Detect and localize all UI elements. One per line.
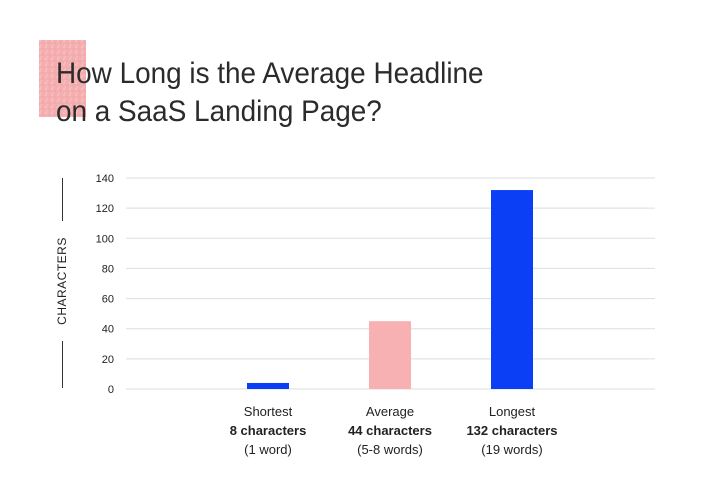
y-tick-label: 80 <box>102 263 114 275</box>
category-value-text: 44 characters <box>348 423 432 438</box>
category-name: Longest <box>488 404 536 419</box>
y-axis-label-line-top <box>62 178 63 242</box>
y-tick-label: 120 <box>96 203 114 215</box>
bar-shortest <box>247 382 289 389</box>
category-label-shortest: Shortest 8 characters (1 word) <box>198 402 338 459</box>
y-axis-label-line-bottom <box>62 328 63 388</box>
y-tick-label: 140 <box>96 173 114 185</box>
y-tick-label: 0 <box>108 384 114 396</box>
decorative-accent-block <box>39 40 86 117</box>
y-tick-label: 100 <box>96 233 114 245</box>
category-label-average: Average 44 characters (5-8 words) <box>320 402 460 459</box>
chart-title-line-2: on a SaaS Landing Page? <box>56 95 382 128</box>
category-word-count: (19 words) <box>481 442 543 457</box>
chart-title: How Long is the Average Headline on a Sa… <box>56 55 484 131</box>
category-value-text: 132 characters <box>466 423 558 438</box>
y-tick-label: 60 <box>102 294 114 306</box>
category-word-count: (1 word) <box>244 442 292 457</box>
y-axis-label-group: CHARACTERS <box>55 178 69 388</box>
chart-title-line-1: How Long is the Average Headline <box>56 57 484 90</box>
y-tick-label: 20 <box>102 354 114 366</box>
category-name: Shortest <box>243 404 293 419</box>
category-value-text: 8 characters <box>229 423 307 438</box>
bar-average <box>369 321 411 389</box>
y-tick-label: 40 <box>102 324 114 336</box>
category-name: Average <box>365 404 415 419</box>
bar-longest <box>491 190 533 389</box>
category-label-longest: Longest 132 characters (19 words) <box>442 402 582 459</box>
category-word-count: (5-8 words) <box>357 442 423 457</box>
